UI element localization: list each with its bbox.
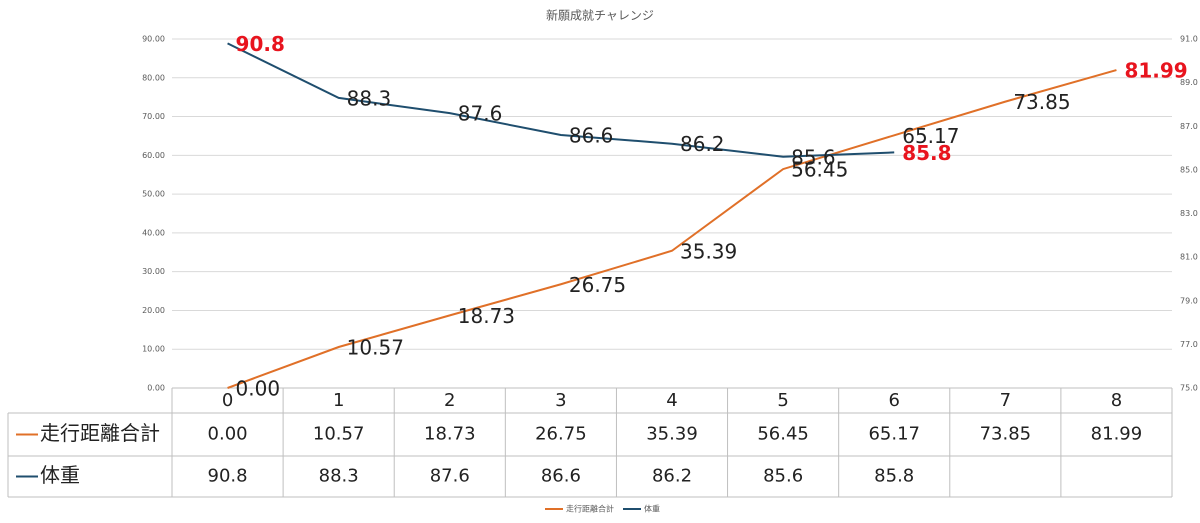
table-cell: 85.6 bbox=[763, 466, 803, 487]
x-tick-label: 1 bbox=[333, 390, 344, 411]
y2-tick-label: 87.0 bbox=[1180, 122, 1198, 131]
y-tick-label: 80.00 bbox=[142, 73, 165, 82]
y2-tick-label: 89.0 bbox=[1180, 78, 1198, 87]
x-tick-label: 3 bbox=[555, 390, 566, 411]
x-tick-label: 6 bbox=[888, 390, 899, 411]
y-tick-label: 0.00 bbox=[147, 384, 165, 393]
x-tick-label: 8 bbox=[1111, 390, 1122, 411]
x-tick-label: 0 bbox=[222, 390, 233, 411]
y-tick-label: 90.00 bbox=[142, 35, 165, 44]
y2-tick-label: 79.0 bbox=[1180, 296, 1198, 305]
x-tick-label: 5 bbox=[777, 390, 788, 411]
y-tick-label: 40.00 bbox=[142, 228, 165, 237]
data-label: 88.3 bbox=[347, 86, 392, 110]
table-cell: 86.6 bbox=[541, 466, 581, 487]
y-tick-label: 50.00 bbox=[142, 190, 165, 199]
y2-tick-label: 77.0 bbox=[1180, 340, 1198, 349]
y-tick-label: 20.00 bbox=[142, 306, 165, 315]
data-label: 65.17 bbox=[902, 124, 959, 148]
table-cell: 65.17 bbox=[868, 424, 920, 445]
table-row-header: 走行距離合計 bbox=[40, 421, 160, 445]
y2-tick-label: 91.0 bbox=[1180, 35, 1198, 44]
data-label: 56.45 bbox=[791, 158, 848, 182]
table-cell: 86.2 bbox=[652, 466, 692, 487]
y-tick-label: 10.00 bbox=[142, 345, 165, 354]
table-cell: 90.8 bbox=[208, 466, 248, 487]
series-line bbox=[227, 69, 1117, 389]
table-cell: 85.8 bbox=[874, 466, 914, 487]
x-tick-label: 2 bbox=[444, 390, 455, 411]
x-tick-label: 7 bbox=[1000, 390, 1011, 411]
data-label: 85.6 bbox=[791, 145, 836, 169]
chart-title: 新願成就チャレンジ bbox=[546, 8, 654, 23]
y-tick-label: 60.00 bbox=[142, 151, 165, 160]
table-cell: 56.45 bbox=[757, 424, 809, 445]
table-cell: 73.85 bbox=[980, 424, 1032, 445]
series-line bbox=[227, 42, 895, 158]
data-label: 18.73 bbox=[458, 304, 515, 328]
table-cell: 87.6 bbox=[430, 466, 470, 487]
data-label: 35.39 bbox=[680, 239, 737, 263]
data-label: 10.57 bbox=[347, 336, 404, 360]
data-label: 26.75 bbox=[569, 273, 626, 297]
data-label: 86.2 bbox=[680, 132, 725, 156]
table-cell: 88.3 bbox=[319, 466, 359, 487]
data-label: 90.8 bbox=[236, 32, 285, 56]
y2-tick-label: 75.0 bbox=[1180, 384, 1198, 393]
y2-tick-label: 85.0 bbox=[1180, 165, 1198, 174]
table-row-header: 体重 bbox=[40, 463, 80, 487]
y2-tick-label: 81.0 bbox=[1180, 253, 1198, 262]
data-label: 0.00 bbox=[236, 377, 281, 401]
y-tick-label: 70.00 bbox=[142, 112, 165, 121]
table-cell: 81.99 bbox=[1091, 424, 1143, 445]
x-tick-label: 4 bbox=[666, 390, 677, 411]
table-cell: 18.73 bbox=[424, 424, 476, 445]
table-cell: 0.00 bbox=[208, 424, 248, 445]
legend-label: 走行距離合計 bbox=[566, 504, 614, 514]
table-cell: 10.57 bbox=[313, 424, 365, 445]
legend-label: 体重 bbox=[644, 504, 660, 514]
table-cell: 26.75 bbox=[535, 424, 587, 445]
data-label: 87.6 bbox=[458, 102, 503, 126]
y2-tick-label: 83.0 bbox=[1180, 209, 1198, 218]
data-label: 73.85 bbox=[1013, 90, 1070, 114]
table-cell: 35.39 bbox=[646, 424, 698, 445]
data-label: 86.6 bbox=[569, 123, 614, 147]
data-label: 81.99 bbox=[1124, 59, 1187, 83]
data-label: 85.8 bbox=[902, 141, 951, 165]
y-tick-label: 30.00 bbox=[142, 267, 165, 276]
